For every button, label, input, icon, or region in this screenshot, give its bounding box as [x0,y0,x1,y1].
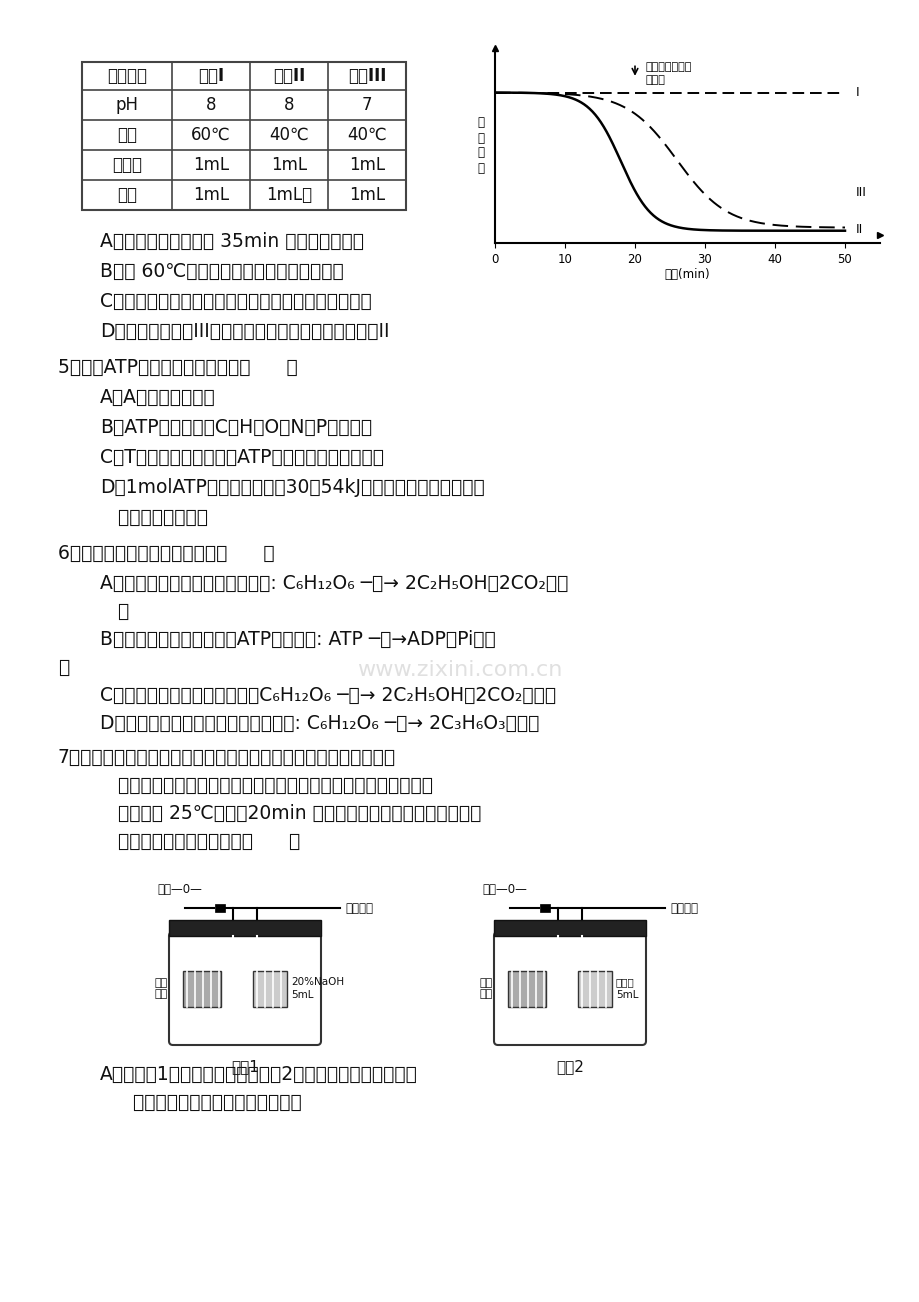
Text: 1mL: 1mL [348,186,385,204]
Text: 红色液滴: 红色液滴 [669,901,698,914]
Text: 试管III: 试管III [347,66,386,85]
Text: D．马钓薯块茎进行无氧呼吸的反应式: C₆H₁₂O₆ ─酶→ 2C₃H₆O₃＋能量: D．马钓薯块茎进行无氧呼吸的反应式: C₆H₁₂O₆ ─酶→ 2C₃H₆O₃＋能… [100,713,539,733]
Text: 6．下列生物的反应式错误的是（      ）: 6．下列生物的反应式错误的是（ ） [58,544,275,562]
Bar [577,970,611,1006]
Text: A．A表示的是腺嘘呤: A．A表示的是腺嘘呤 [100,388,216,408]
Text: A．若装置1的红色液滴左移，装置2的红色液滴不移动，则说: A．若装置1的红色液滴左移，装置2的红色液滴不移动，则说 [100,1065,417,1085]
Text: 5．关于ATP分子的叙述正确的是（      ）: 5．关于ATP分子的叙述正确的是（ ） [58,358,298,378]
Text: 1mL: 1mL [193,156,229,174]
Text: 40℃: 40℃ [269,126,309,145]
Bar [215,904,225,911]
Text: 60℃: 60℃ [191,126,231,145]
Text: www.zixini.com.cn: www.zixini.com.cn [357,660,562,680]
Y-axis label: 淡
粉
含
量: 淡 粉 含 量 [477,116,484,174]
Bar [183,970,221,1006]
Bar [539,904,550,911]
Text: 实验结果的分析错误的是（      ）: 实验结果的分析错误的是（ ） [100,832,300,852]
Text: 明此时萦发的种子只进行有氧呼吸: 明此时萦发的种子只进行有氧呼吸 [115,1092,301,1112]
Bar [82,62,405,210]
Text: 蒸馏水
5mL: 蒸馏水 5mL [616,978,638,1000]
Bar [169,921,321,936]
Text: 萦发
种子: 萦发 种子 [479,978,493,1000]
Text: 三试管同时加入
物质甲: 三试管同时加入 物质甲 [645,61,691,85]
Bar [253,970,287,1006]
Text: 两个高能磷酸键中: 两个高能磷酸键中 [100,508,208,527]
FancyBboxPatch shape [494,932,645,1046]
Text: 萦发
种子: 萦发 种子 [154,978,168,1000]
Text: 淡粉酶: 淡粉酶 [112,156,142,174]
Text: B．ATP分子中含有C．H．O．N．P五种元素: B．ATP分子中含有C．H．O．N．P五种元素 [100,418,371,437]
Text: 温度: 温度 [117,126,137,145]
Text: A．此种淡粉酶在作用 35min 后便会失去活性: A．此种淡粉酶在作用 35min 后便会失去活性 [100,232,364,251]
Text: 7．在外界环境条件恒定时，用下图装置测定种子萦发时的呼吸作用: 7．在外界环境条件恒定时，用下图装置测定种子萦发时的呼吸作用 [58,749,396,767]
Text: 试管编号: 试管编号 [107,66,147,85]
Text: 试管II: 试管II [273,66,305,85]
Text: C．T表示胸腺嘘告，因而ATP的结构与核苷酸很相似: C．T表示胸腺嘘告，因而ATP的结构与核苷酸很相似 [100,448,383,467]
Text: C．此种淡粉酶在中性环境中的催化速率比碘性中的快: C．此种淡粉酶在中性环境中的催化速率比碘性中的快 [100,292,371,311]
Text: A．玉米胚进行无氧呼吸的反应式: C₆H₁₂O₆ ─酶→ 2C₂H₅OH＋2CO₂＋能: A．玉米胚进行无氧呼吸的反应式: C₆H₁₂O₆ ─酶→ 2C₂H₅OH＋2CO… [100,574,568,592]
Text: 1mL: 1mL [348,156,385,174]
Text: 类型（假设呼吸底物全部为葡萄糖），实验开始同时关闭两装置: 类型（假设呼吸底物全部为葡萄糖），实验开始同时关闭两装置 [100,776,433,796]
Bar [507,970,545,1006]
Text: I: I [855,86,858,99]
Text: C．酵母菌进行发酵的反应式：C₆H₁₂O₆ ─酶→ 2C₂H₅OH＋2CO₂＋能量: C．酵母菌进行发酵的反应式：C₆H₁₂O₆ ─酶→ 2C₂H₅OH＋2CO₂＋能… [100,686,555,704]
X-axis label: 时间(min): 时间(min) [664,268,709,281]
Text: 7: 7 [361,96,372,115]
Text: 量: 量 [58,658,69,677]
Text: 活塞，在 25℃下经过20min 后观察红色液滴移动情况，下列对: 活塞，在 25℃下经过20min 后观察红色液滴移动情况，下列对 [100,805,481,823]
Text: II: II [855,223,862,236]
Text: pH: pH [116,96,139,115]
Text: 活塞—0—: 活塞—0— [482,883,527,896]
Text: 20%NaOH
5mL: 20%NaOH 5mL [290,978,344,1000]
Text: B．植物吸收无机盐时消耗ATP的反应式: ATP ─酶→ADP＋Pi＋能: B．植物吸收无机盐时消耗ATP的反应式: ATP ─酶→ADP＋Pi＋能 [100,630,495,648]
Text: 8: 8 [206,96,216,115]
Text: 1mL，: 1mL， [266,186,312,204]
Text: 淡粉: 淡粉 [117,186,137,204]
Bar [82,62,405,210]
FancyBboxPatch shape [169,932,321,1046]
Text: 装置1: 装置1 [231,1059,258,1074]
Text: B．在 60℃的环境中此种淡粉酶已失去活性: B．在 60℃的环境中此种淡粉酶已失去活性 [100,262,344,281]
Text: 1mL: 1mL [193,186,229,204]
Text: 8: 8 [283,96,294,115]
Text: 活塞—0—: 活塞—0— [157,883,201,896]
Text: 试管I: 试管I [198,66,224,85]
Text: D．1molATP水解，能释放出30．54kJ的能量，这些能量贮存在: D．1molATP水解，能释放出30．54kJ的能量，这些能量贮存在 [100,478,484,497]
Text: 40℃: 40℃ [346,126,386,145]
Text: D．物质甲对试管III中淡粉酶活性的促进作用大于试管II: D．物质甲对试管III中淡粉酶活性的促进作用大于试管II [100,322,389,341]
Text: 量: 量 [100,602,129,621]
Text: III: III [855,186,866,199]
Text: 1mL: 1mL [270,156,307,174]
Bar [494,921,645,936]
Text: 红色液滴: 红色液滴 [345,901,372,914]
Text: 装置2: 装置2 [555,1059,584,1074]
